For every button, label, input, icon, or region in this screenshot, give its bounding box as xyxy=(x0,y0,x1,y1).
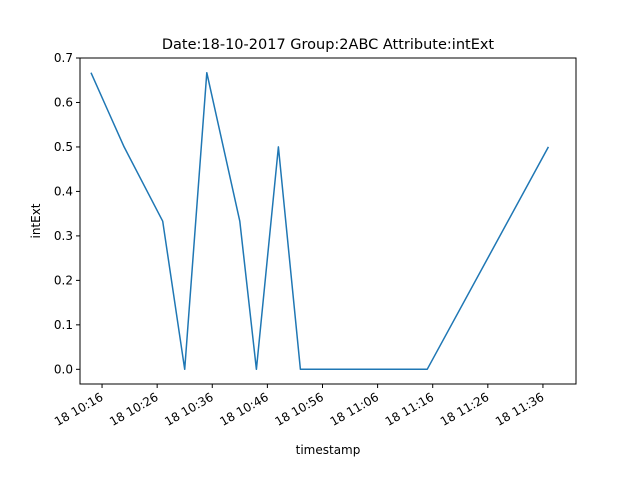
x-tick-label: 18 10:56 xyxy=(273,390,326,429)
x-tick-label: 18 10:26 xyxy=(107,390,160,429)
x-axis-label: timestamp xyxy=(296,443,361,457)
x-tick-label: 18 11:16 xyxy=(383,390,436,429)
y-tick-label: 0.4 xyxy=(54,184,73,198)
y-tick-label: 0.2 xyxy=(54,273,73,287)
x-tick-label: 18 10:16 xyxy=(52,390,105,429)
axes-frame xyxy=(79,57,577,385)
y-tick-label: 0.7 xyxy=(54,51,73,65)
x-tick-label: 18 11:26 xyxy=(438,390,491,429)
y-axis: 0.0 0.1 0.2 0.3 0.4 0.5 0.6 0.7 xyxy=(54,51,80,376)
series-line xyxy=(90,71,550,371)
y-tick-label: 0.6 xyxy=(54,95,73,109)
y-tick-label: 0.0 xyxy=(54,362,73,376)
y-tick-label: 0.3 xyxy=(54,229,73,243)
y-tick-label: 0.5 xyxy=(54,140,73,154)
chart-title: Date:18-10-2017 Group:2ABC Attribute:int… xyxy=(162,37,495,53)
x-tick-label: 18 10:36 xyxy=(162,390,215,429)
plot-area xyxy=(90,71,550,371)
x-axis: 18 10:16 18 10:26 18 10:36 18 10:46 18 10:56… xyxy=(52,384,546,429)
x-tick-label: 18 10:46 xyxy=(217,390,270,429)
y-axis-label: intExt xyxy=(29,203,43,238)
x-tick-label: 18 11:36 xyxy=(493,390,546,429)
y-tick-label: 0.1 xyxy=(54,318,73,332)
x-tick-label: 18 11:06 xyxy=(328,390,381,429)
